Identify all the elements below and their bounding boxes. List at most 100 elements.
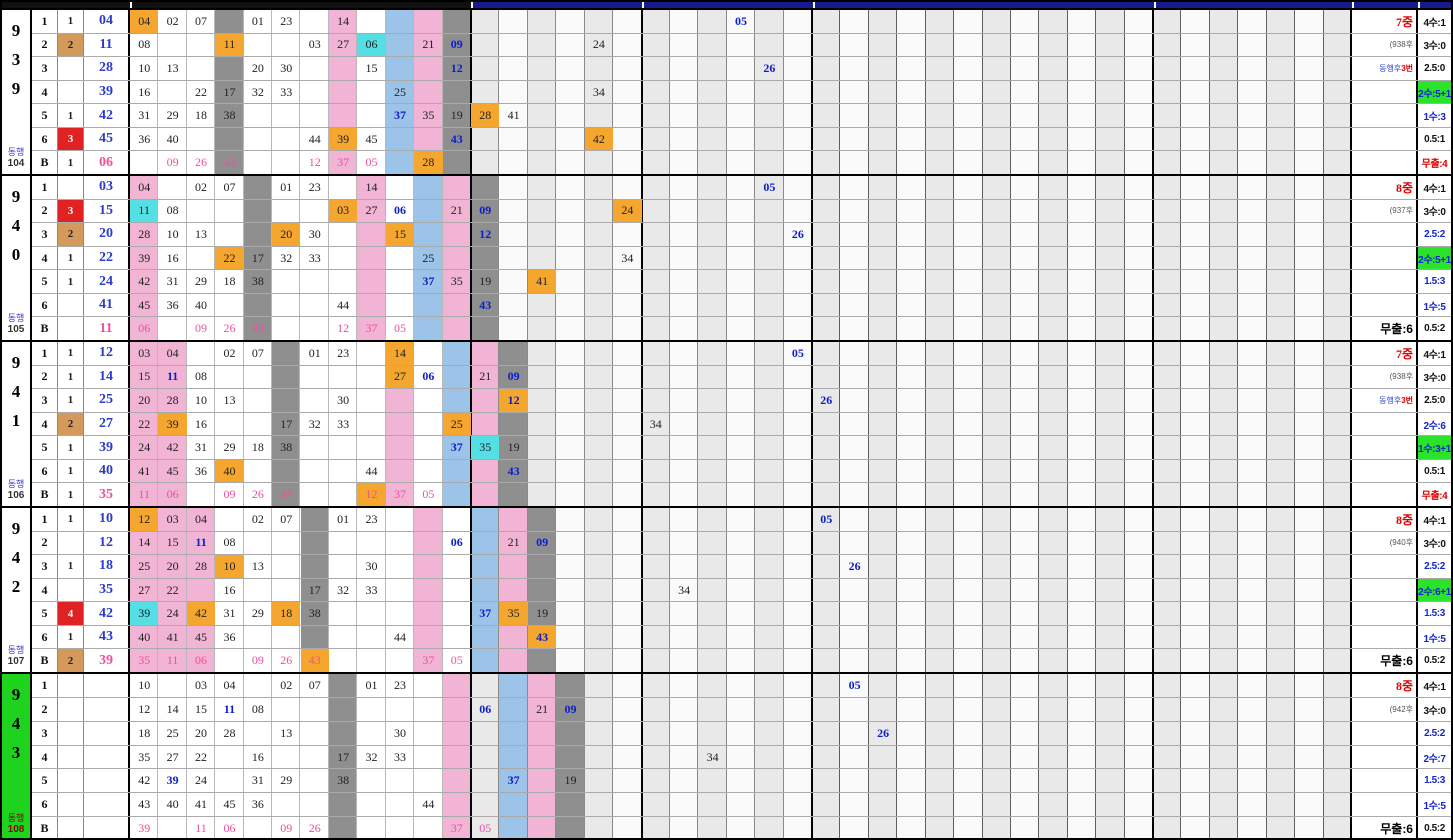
number-cell: 13 <box>280 725 293 740</box>
number-cell: 06 <box>138 321 151 336</box>
dh-round: 104 <box>7 158 25 169</box>
note-text: (942후 <box>1389 704 1413 714</box>
summary-cell: 0.5:1 <box>1424 465 1445 477</box>
grid-column <box>357 176 386 340</box>
number-grid-row: 36 40 44 39 45 43 42 <box>130 127 1352 151</box>
grid-column <box>1266 508 1296 672</box>
header-gap <box>813 2 815 8</box>
grid-column <box>584 176 614 340</box>
number-cell: 17 <box>223 84 236 99</box>
draw-row: 6 43 40 41 45 36 44 1수:5 <box>32 793 1451 818</box>
section-divider <box>1152 508 1155 672</box>
grid-column <box>215 342 244 506</box>
number-grid-row: 24 42 31 29 18 38 37 35 19 <box>130 436 1352 459</box>
winning-number: 06 <box>84 151 130 175</box>
summary-cell: 1수:5 <box>1423 633 1446 645</box>
number-cell: 05 <box>791 345 804 360</box>
section-divider <box>470 10 473 174</box>
number-cell: 21 <box>422 37 435 52</box>
grid-column <box>868 674 898 838</box>
number-cell: 30 <box>308 226 321 241</box>
winning-number <box>84 817 130 838</box>
number-cell: 44 <box>393 629 406 644</box>
grid-column <box>812 342 841 506</box>
number-cell: 26 <box>223 321 236 336</box>
winning-number: 20 <box>84 223 130 246</box>
note-text: 8중 <box>1395 512 1413 527</box>
number-cell: 04 <box>223 677 236 692</box>
note-text: 무출:6 <box>1380 322 1413 337</box>
grid-column <box>1153 342 1182 506</box>
number-grid-row: 42 31 29 18 38 37 35 19 41 <box>130 270 1352 293</box>
note-text: (940후 <box>1389 538 1413 548</box>
grid-column <box>726 342 756 506</box>
number-cell: 27 <box>385 365 415 389</box>
row-note <box>1352 80 1418 104</box>
draw-row: 6 3 45 36 40 44 39 45 43 42 0.5:1 <box>32 127 1451 152</box>
grid-column <box>925 176 955 340</box>
row-flag: 2 <box>58 649 84 673</box>
row-flag: 2 <box>58 33 84 57</box>
draw-number-digit: 3 <box>11 742 21 762</box>
number-cell: 37 <box>422 274 435 289</box>
row-flag: 4 <box>58 602 84 625</box>
number-grid-row: 11 06 09 26 43 12 37 05 <box>130 483 1352 507</box>
grid-column <box>527 176 557 340</box>
draw-row: 1 1 04 04 02 07 01 23 14 05 7중 4수:1 <box>32 10 1451 34</box>
number-cell: 24 <box>166 606 179 621</box>
grid-column <box>840 508 869 672</box>
section-divider <box>640 508 643 672</box>
number-cell: 26 <box>195 155 208 170</box>
number-cell: 07 <box>308 677 321 692</box>
number-cell: 24 <box>592 37 605 52</box>
number-cell: 18 <box>138 725 151 740</box>
number-cell: 24 <box>613 199 642 223</box>
number-cell: 11 <box>166 369 179 384</box>
grid-column <box>386 674 415 838</box>
draw-row: 3 18 25 20 28 13 30 26 2.5:2 <box>32 721 1451 746</box>
grid-column <box>471 10 500 174</box>
grid-column <box>641 508 670 672</box>
number-cell: 18 <box>223 274 236 289</box>
winning-number: 14 <box>84 365 130 389</box>
draw-row: 2 12 14 15 11 08 06 21 09 (942후 3수:0 <box>32 697 1451 722</box>
winning-number: 39 <box>84 436 130 459</box>
row-seq: 2 <box>32 697 58 721</box>
number-grid-row: 43 40 41 45 36 44 <box>130 793 1352 817</box>
row-flag <box>58 674 84 697</box>
header-dark-segment <box>2 2 472 8</box>
grid-column <box>1295 674 1324 838</box>
grid-column <box>1010 342 1040 506</box>
grid-column <box>925 342 955 506</box>
summary-cell: 무출:4 <box>1421 159 1448 171</box>
number-cell: 45 <box>195 629 208 644</box>
number-cell: 43 <box>251 321 264 336</box>
number-grid-row: 10 13 20 30 15 12 26 <box>130 57 1352 80</box>
number-cell: 43 <box>479 297 492 312</box>
number-grid-row: 12 03 04 02 07 01 23 05 <box>130 508 1352 531</box>
number-cell: 40 <box>166 131 179 146</box>
grid-column <box>1266 674 1296 838</box>
grid-column <box>698 674 727 838</box>
grid-column <box>442 674 471 838</box>
number-cell: 09 <box>479 203 492 218</box>
grid-column <box>272 10 301 174</box>
number-cell: 25 <box>442 412 471 436</box>
number-cell: 35 <box>422 108 435 123</box>
row-seq: 2 <box>32 199 58 223</box>
number-cell: 31 <box>195 440 208 455</box>
number-cell: 01 <box>365 677 378 692</box>
number-grid-row: 42 39 24 31 29 38 37 19 <box>130 769 1352 793</box>
winning-number: 11 <box>84 317 130 341</box>
grid-column <box>783 674 813 838</box>
row-seq: 6 <box>32 793 58 817</box>
grid-column <box>187 10 216 174</box>
row-note <box>1352 602 1418 625</box>
row-note: 무출:6 <box>1352 317 1418 341</box>
grid-column <box>1209 10 1239 174</box>
draw-number-digit: 4 <box>11 381 21 401</box>
row-note <box>1352 555 1418 578</box>
number-cell: 09 <box>564 701 577 716</box>
number-cell: 15 <box>385 223 415 246</box>
grid-column <box>812 10 841 174</box>
